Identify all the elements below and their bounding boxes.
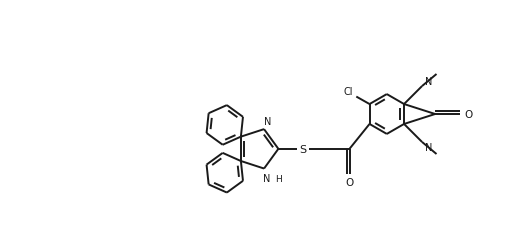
Text: N: N [263, 173, 270, 183]
Text: N: N [264, 117, 271, 127]
Text: H: H [275, 174, 282, 183]
Text: S: S [299, 144, 307, 154]
Text: Cl: Cl [343, 86, 353, 96]
Text: O: O [465, 109, 473, 120]
Text: N: N [425, 77, 432, 87]
Text: N: N [425, 142, 432, 152]
Text: O: O [345, 177, 353, 187]
